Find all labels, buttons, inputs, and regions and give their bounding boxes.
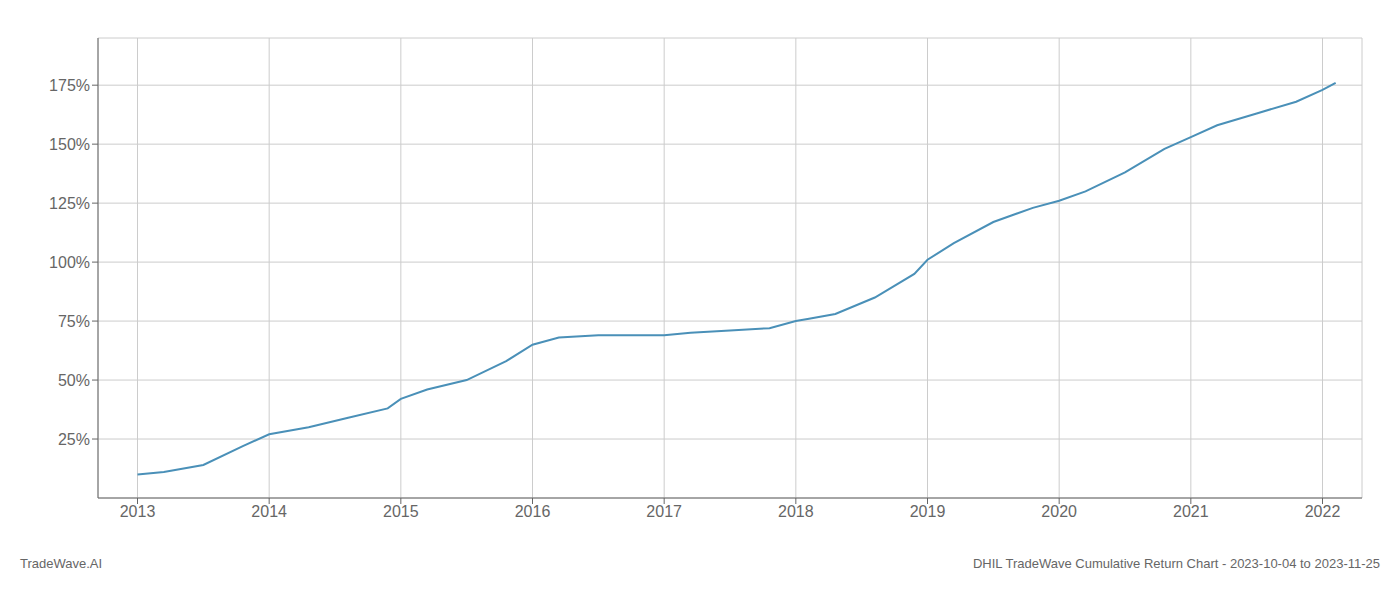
svg-text:75%: 75%: [58, 313, 90, 330]
svg-text:2015: 2015: [383, 503, 419, 520]
svg-text:25%: 25%: [58, 431, 90, 448]
html-text:DHIL TradeWave Cumulative Retu: DHIL TradeWave Cumulative Return Chart -…: [972, 556, 1380, 571]
svg-text:125%: 125%: [49, 195, 90, 212]
html-text:TradeWave.AI: TradeWave.AI: [20, 556, 103, 571]
svg-text:2020: 2020: [1041, 503, 1077, 520]
svg-text:2022: 2022: [1305, 503, 1341, 520]
svg-text:50%: 50%: [58, 372, 90, 389]
svg-text:175%: 175%: [49, 77, 90, 94]
svg-text:2021: 2021: [1173, 503, 1209, 520]
svg-text:2013: 2013: [120, 503, 156, 520]
svg-text:2014: 2014: [251, 503, 287, 520]
svg-text:2016: 2016: [515, 503, 551, 520]
svg-text:100%: 100%: [49, 254, 90, 271]
svg-text:2019: 2019: [910, 503, 946, 520]
svg-text:2017: 2017: [646, 503, 682, 520]
svg-text:2018: 2018: [778, 503, 814, 520]
svg-text:150%: 150%: [49, 136, 90, 153]
